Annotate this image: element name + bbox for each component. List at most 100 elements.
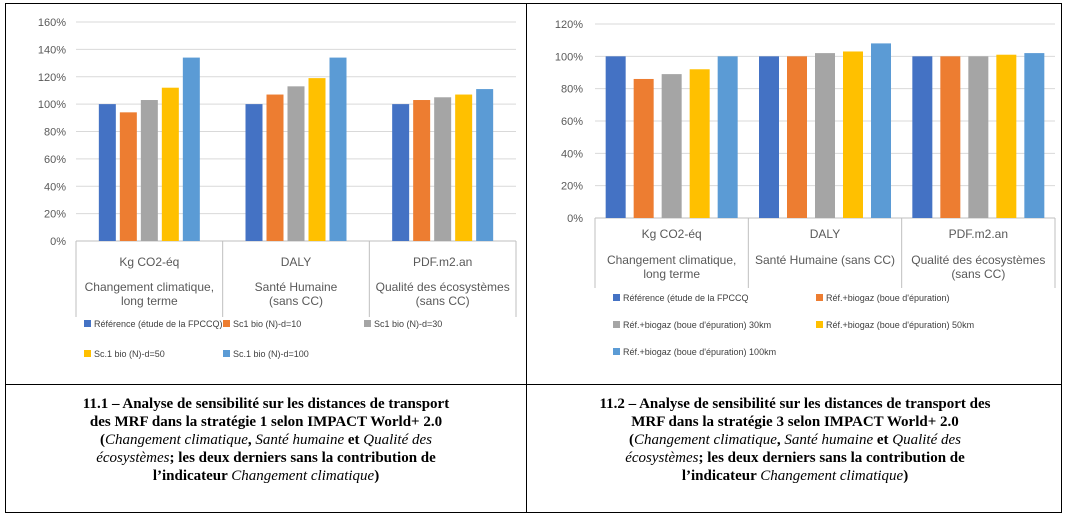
legend-swatch [613, 294, 620, 301]
bar [1024, 53, 1045, 218]
legend-label: Réf.+biogaz (boue d'épuration) [826, 293, 950, 303]
caption-italic: Changement climatique [231, 468, 375, 484]
caption-italic: Qualité des [892, 432, 962, 448]
subcategory-label: Santé Humaine [255, 280, 338, 294]
y-tick-label: 40% [561, 148, 583, 160]
caption-line1: 11.2 – Analyse de sensibilité sur les di… [599, 396, 991, 412]
caption-line2: des MRF dans la stratégie 1 selon IMPACT… [89, 414, 443, 430]
bar [413, 100, 431, 241]
caption-line1: 11.1 – Analyse de sensibilité sur les di… [82, 396, 450, 412]
caption-rest: l’indicateur [152, 468, 232, 484]
caption-rest: l’indicateur [681, 468, 761, 484]
legend-label: Réf.+biogaz (boue d'épuration) 100km [623, 347, 776, 357]
caption-comma: , [776, 432, 785, 448]
chart-left: 0% 20% 40% 60% 80% 100% 120% 140% 160% Kg CO2-éq C… [38, 17, 517, 359]
y-tick-label: 0% [567, 213, 583, 225]
bar [940, 56, 961, 219]
caption-et: et [873, 432, 893, 448]
caption-line2: MRF dans la stratégie 3 selon IMPACT Wor… [631, 414, 959, 430]
legend-swatch [84, 320, 91, 327]
caption-italic: écosystèmes [625, 450, 699, 466]
caption-left: 11.1 – Analyse de sensibilité sur les di… [10, 395, 522, 485]
subcategory-label: long terme [643, 267, 700, 281]
bar [759, 56, 779, 219]
bar [140, 100, 158, 241]
y-tick-label: 0% [50, 236, 66, 248]
subcategory-label: Qualité des écosystèmes [376, 280, 510, 294]
chart-panel-right: 0% 20% 40% 60% 80% 100% 120% Kg CO2-éq Changemen… [527, 4, 1062, 384]
y-tick-label: 60% [561, 116, 583, 128]
caption-rest: ; les deux derniers sans la contribution… [698, 450, 965, 466]
bar [329, 57, 347, 242]
bar [605, 56, 626, 219]
category-label: Kg CO2-éq [119, 255, 179, 269]
figure-table: 0% 20% 40% 60% 80% 100% 120% 140% 160% Kg CO2-éq C… [5, 3, 1062, 513]
legend-swatch [613, 321, 620, 328]
bar [968, 56, 989, 219]
bar [119, 112, 137, 242]
legend-swatch [364, 320, 371, 327]
y-tick-label: 80% [561, 84, 583, 96]
subcategory-label: Qualité des écosystèmes [911, 253, 1045, 267]
y-tick-label: 120% [555, 19, 583, 31]
bar [633, 78, 654, 218]
bar [871, 43, 891, 219]
bar [476, 89, 494, 241]
subcategory-label: (sans CC) [416, 294, 470, 308]
category-label: PDF.m2.an [949, 227, 1008, 241]
row-divider [6, 384, 1061, 385]
bar [161, 87, 179, 241]
y-tick-label: 60% [44, 154, 66, 166]
subcategory-label: (sans CC) [951, 267, 1005, 281]
caption-italic: Changement climatique [104, 432, 248, 448]
legend-label: Sc1 bio (N)-d=10 [233, 319, 301, 329]
caption-italic: Changement climatique [760, 468, 904, 484]
legend-label: Sc.1 bio (N)-d=100 [233, 349, 309, 359]
legend-swatch [223, 350, 230, 357]
caption-close: ) [903, 468, 909, 484]
y-tick-label: 80% [44, 127, 66, 139]
legend-label: Réf.+biogaz (boue d'épuration) 30km [623, 320, 771, 330]
caption-comma: , [247, 432, 256, 448]
caption-right: 11.2 – Analyse de sensibilité sur les di… [531, 395, 1059, 485]
subcategory-label: Santé Humaine (sans CC) [755, 253, 895, 267]
caption-italic: Qualité des [363, 432, 433, 448]
caption-et: et [344, 432, 364, 448]
category-label: DALY [810, 227, 840, 241]
y-tick-label: 160% [38, 17, 66, 29]
subcategory-label: long terme [121, 294, 178, 308]
caption-paren: ( [628, 432, 634, 448]
legend-label: Sc.1 bio (N)-d=50 [94, 349, 165, 359]
chart-panel-left: 0% 20% 40% 60% 80% 100% 120% 140% 160% Kg CO2-éq C… [6, 4, 526, 384]
y-tick-label: 120% [38, 72, 66, 84]
legend-swatch [223, 320, 230, 327]
legend-label: Référence (étude de la FPCCQ [623, 293, 749, 303]
bar [287, 86, 305, 241]
subcategory-label: (sans CC) [269, 294, 323, 308]
bar [661, 74, 682, 218]
category-label: DALY [281, 255, 311, 269]
bar [245, 104, 263, 241]
legend-swatch [84, 350, 91, 357]
bar [787, 56, 807, 219]
subcategory-label: Changement climatique, [607, 253, 736, 267]
legend-swatch [613, 348, 620, 355]
bar [455, 94, 473, 241]
bar [98, 104, 116, 241]
category-label: PDF.m2.an [413, 255, 472, 269]
caption-italic: écosystèmes [96, 450, 170, 466]
bar [434, 97, 452, 241]
caption-paren: ( [99, 432, 105, 448]
bar [266, 94, 284, 241]
caption-close: ) [374, 468, 380, 484]
y-tick-label: 20% [561, 181, 583, 193]
bar [815, 53, 835, 218]
legend-label: Référence (étude de la FPCCQ) [94, 319, 223, 329]
bar [308, 78, 326, 242]
caption-italic: Changement climatique [633, 432, 777, 448]
bar [689, 69, 710, 219]
legend-swatch [816, 294, 823, 301]
legend-label: Réf.+biogaz (boue d'épuration) 50km [826, 320, 974, 330]
legend-swatch [816, 321, 823, 328]
y-tick-label: 20% [44, 209, 66, 221]
